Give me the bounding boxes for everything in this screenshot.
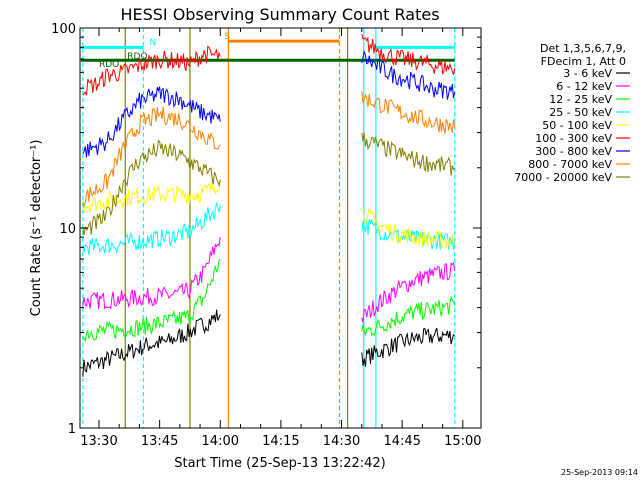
- series-line: [361, 132, 456, 176]
- timestamp: 25-Sep-2013 09:14: [561, 468, 638, 477]
- legend-label: 12 - 25 keV: [549, 93, 612, 106]
- y-tick-label: 10: [59, 222, 76, 237]
- x-tick-label: 13:45: [141, 434, 178, 449]
- legend-header-1: Det 1,3,5,6,7,9,: [540, 42, 626, 55]
- y-axis-label: Count Rate (s⁻¹ detector⁻¹): [29, 140, 44, 317]
- series-line: [361, 49, 456, 100]
- x-axis-label: Start Time (25-Sep-13 13:22:42): [174, 456, 385, 471]
- x-tick-label: 14:30: [323, 434, 360, 449]
- series-line: [361, 327, 455, 367]
- legend-label: 25 - 50 keV: [549, 106, 612, 119]
- series-line: [361, 91, 456, 134]
- legend-header-2: FDecim 1, Att 0: [541, 55, 626, 68]
- annotation-label: RDO: [99, 60, 119, 70]
- plot-frame: [79, 27, 482, 429]
- legend-label: 50 - 100 keV: [542, 119, 612, 132]
- annotation-label: S: [224, 32, 230, 42]
- y-tick-label: 1: [68, 422, 76, 437]
- series-line: [361, 295, 456, 337]
- series-line: [82, 86, 221, 158]
- series-line: [82, 309, 221, 377]
- series-line: [82, 139, 221, 236]
- legend-label: 7000 - 20000 keV: [514, 171, 612, 184]
- series-line: [361, 261, 456, 323]
- legend-label: 100 - 300 keV: [535, 132, 612, 145]
- chart-title: HESSI Observing Summary Count Rates: [120, 5, 439, 24]
- annotation-label: N: [150, 38, 157, 48]
- x-tick-label: 14:15: [262, 434, 299, 449]
- x-tick-label: 15:00: [444, 434, 481, 449]
- legend-label: 6 - 12 keV: [556, 80, 612, 93]
- series-line: [361, 207, 456, 249]
- annotation-label: RDO: [127, 52, 147, 62]
- series-line: [82, 237, 221, 310]
- series-line: [361, 33, 456, 75]
- legend-label: 800 - 7000 keV: [528, 158, 612, 171]
- series-line: [82, 202, 221, 256]
- x-tick-label: 14:00: [202, 434, 239, 449]
- series-line: [82, 45, 221, 96]
- x-tick-label: 14:45: [383, 434, 420, 449]
- series-line: [82, 258, 221, 343]
- series-line: [82, 106, 221, 209]
- x-tick-label: 13:30: [80, 434, 117, 449]
- y-tick-label: 100: [51, 22, 76, 37]
- series-line: [82, 180, 221, 213]
- legend-label: 300 - 800 keV: [535, 145, 612, 158]
- legend-label: 3 - 6 keV: [563, 67, 612, 80]
